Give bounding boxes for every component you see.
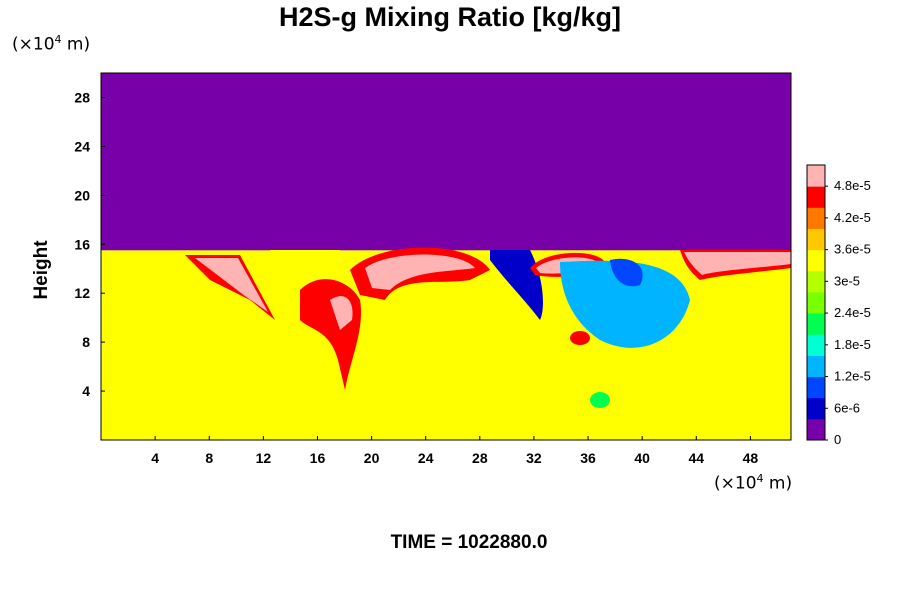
x-tick-label: 44 [689,450,705,466]
colorbar-bin [807,334,825,356]
colorbar-tick-label: 2.4e-5 [834,305,871,320]
time-label: TIME = 1022880.0 [390,532,548,553]
plume-pink-3 [365,254,475,290]
chart-title: H2S-g Mixing Ratio [kg/kg] [278,2,621,32]
blob-yellow [500,346,540,374]
colorbar: 0 6e-6 1.2e-5 1.8e-5 2.4e-5 3e-5 3.6e-5 4.2e-5 4… [806,164,871,447]
y-tick-label: 8 [82,334,90,350]
x-tick-label: 40 [634,450,650,466]
colorbar-bin [807,249,825,272]
x-tick-label: 16 [310,450,326,466]
colorbar-tick-label: 6e-6 [834,400,860,415]
colorbar-bin [807,397,825,420]
plume-pink-1 [195,258,268,312]
x-tick-label: 4 [151,450,159,466]
x-tick-label: 28 [472,450,488,466]
mix-region-cyan [560,260,690,348]
y-tick-label: 12 [74,285,90,301]
x-tick-label: 8 [205,450,213,466]
colorbar-bin [807,186,825,208]
trough-blue [490,250,543,320]
x-unit-label: (×104 m) [714,472,793,494]
plot-frame [100,72,792,441]
colorbar-tick-label: 4.8e-5 [834,178,871,193]
blob-green [590,392,610,408]
x-tick-label: 24 [418,450,434,466]
colorbar-tick-label: 4.2e-5 [834,210,871,225]
y-axis-ticks: 4 8 12 16 20 24 28 [74,89,105,399]
colorbar-tick-label: 3.6e-5 [834,242,871,257]
y-tick-label: 20 [74,187,90,203]
colorbar-bin [807,270,825,293]
y-tick-label: 28 [74,89,90,105]
colorbar-bin [807,228,825,251]
plume-red-1 [185,255,275,320]
colorbar-bin [807,418,825,441]
blob-red [570,331,590,345]
x-tick-label: 36 [580,450,596,466]
interface-band [101,250,340,330]
colorbar-bin [807,376,825,399]
x-tick-label: 20 [364,450,380,466]
plot-area [101,73,791,440]
plume-pink-5 [684,252,791,275]
y-tick-label: 16 [74,236,90,252]
colorbar-tick-label: 3e-5 [834,273,860,288]
colorbar-bin [807,313,825,335]
colorbar-tick-label: 1.2e-5 [834,369,871,384]
y-unit-label: (×104 m) [12,33,91,55]
upper-layer [101,73,791,251]
y-tick-label: 4 [82,383,90,399]
colorbar-bin [807,291,825,314]
plume-pink-2 [330,296,353,330]
x-tick-label: 48 [743,450,759,466]
colorbar-bin [807,355,825,378]
colorbar-tick-label: 0 [834,432,841,447]
colorbar-bin [807,207,825,229]
x-axis-ticks: 4 8 12 16 20 24 28 32 36 40 44 48 [151,436,758,466]
mix-region-blue [610,258,643,287]
colorbar-bin [807,165,825,187]
x-tick-label: 32 [526,450,542,466]
x-tick-label: 12 [256,450,272,466]
y-tick-label: 24 [74,138,90,154]
colorbar-tick-label: 1.8e-5 [834,337,871,352]
colorbar-frame [806,164,826,441]
